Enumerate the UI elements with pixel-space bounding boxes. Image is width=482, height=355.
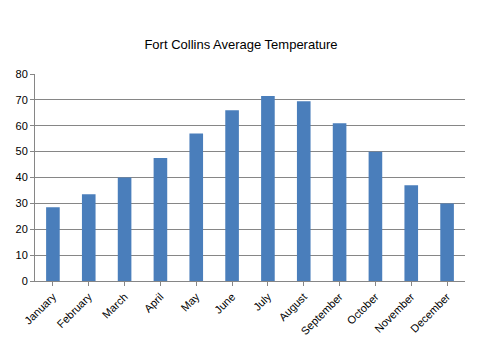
- svg-text:20: 20: [16, 223, 28, 235]
- svg-text:July: July: [251, 290, 274, 313]
- svg-text:40: 40: [16, 171, 28, 183]
- svg-text:70: 70: [16, 94, 28, 106]
- svg-text:October: October: [345, 290, 381, 326]
- svg-text:30: 30: [16, 197, 28, 209]
- svg-text:September: September: [298, 290, 345, 337]
- svg-text:November: November: [372, 290, 417, 335]
- svg-text:June: June: [212, 291, 237, 316]
- svg-text:May: May: [178, 290, 202, 314]
- svg-text:10: 10: [16, 249, 28, 261]
- svg-text:60: 60: [16, 120, 28, 132]
- svg-text:80: 80: [16, 68, 28, 80]
- svg-text:August: August: [276, 291, 309, 324]
- svg-text:February: February: [54, 290, 94, 330]
- svg-text:January: January: [22, 290, 59, 327]
- svg-text:April: April: [142, 291, 166, 315]
- svg-text:December: December: [408, 290, 453, 335]
- svg-text:0: 0: [22, 275, 28, 287]
- svg-text:Fort Collins Average Temperatu: Fort Collins Average Temperature: [144, 37, 337, 52]
- svg-text:50: 50: [16, 145, 28, 157]
- svg-text:March: March: [100, 291, 130, 321]
